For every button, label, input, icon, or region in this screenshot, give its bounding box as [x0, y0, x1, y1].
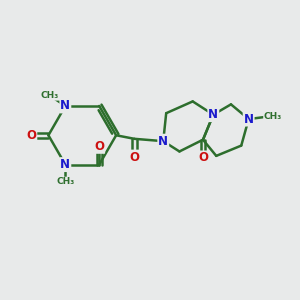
Text: N: N	[244, 112, 254, 126]
Text: N: N	[60, 100, 70, 112]
Text: O: O	[94, 140, 104, 153]
Text: N: N	[208, 108, 218, 121]
Text: O: O	[26, 129, 36, 142]
Text: O: O	[129, 151, 140, 164]
Text: O: O	[198, 152, 208, 164]
Text: N: N	[60, 158, 70, 171]
Text: CH₃: CH₃	[56, 177, 74, 186]
Text: CH₃: CH₃	[41, 91, 59, 100]
Text: CH₃: CH₃	[264, 112, 282, 121]
Text: N: N	[158, 135, 168, 148]
